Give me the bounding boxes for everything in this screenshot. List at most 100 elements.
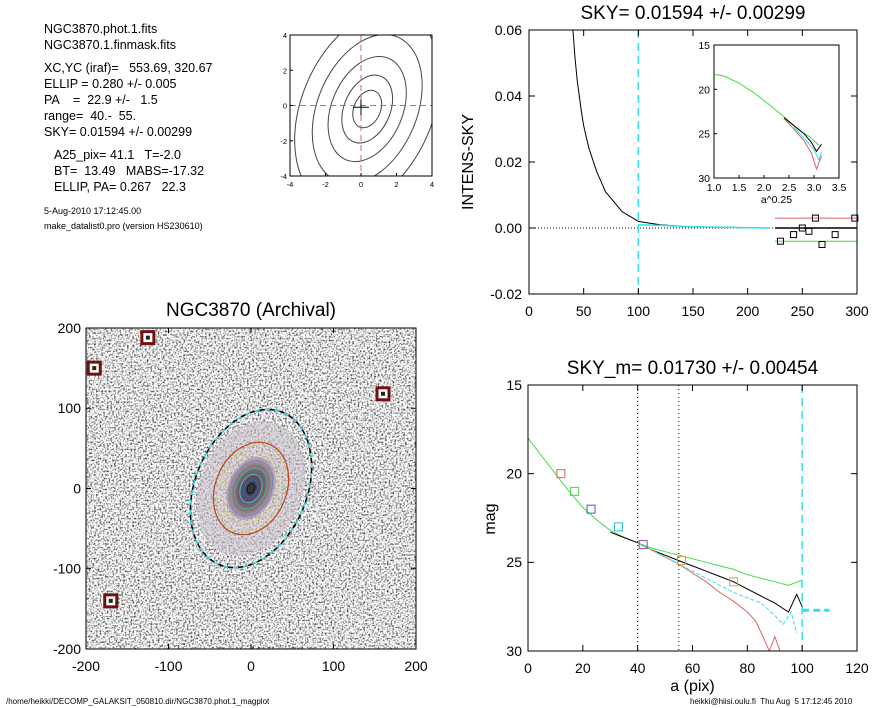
info-line-7: A25_pix= 41.1 T=-2.0 [54, 148, 181, 162]
mag-x-tick-label-6: 120 [845, 660, 869, 676]
inset-series-3 [793, 127, 822, 162]
galaxy-title: NGC3870 (Archival) [166, 300, 336, 321]
mag-y-ytick-label-3: 30 [506, 643, 522, 659]
masked-star-core-2 [381, 391, 385, 396]
inset-series-0 [713, 73, 820, 146]
inset-ytick-label-2: 25 [698, 129, 710, 141]
mag-profile-xlabel: a (pix) [670, 678, 714, 695]
center-ytick-label-3: 2 [283, 66, 287, 75]
inset-ytick-label-0: 15 [698, 40, 710, 52]
inset-xtick-label-2: 2.0 [757, 182, 772, 194]
sky-square-6 [831, 231, 839, 239]
info-line-5: range= 40.- 55. [44, 109, 137, 123]
info-date: 5-Aug-2010 17:12:45.00 [44, 206, 142, 216]
mag-profile-ylabel: mag [482, 503, 499, 534]
center-contour-3 [311, 35, 423, 176]
center-contour-4 [294, 35, 432, 176]
sky-x-tick-label-3: 150 [681, 303, 705, 319]
info-line-6: SKY= 0.01594 +/- 0.00299 [44, 125, 193, 139]
inset-xtick-label-0: 1.0 [707, 182, 722, 194]
masked-star-core-1 [145, 335, 150, 340]
inset-series-2 [783, 118, 822, 171]
galaxy-y-ytick-label-4: 200 [58, 320, 82, 336]
center-contour-1 [341, 74, 394, 144]
mag-series-2 [637, 542, 781, 651]
galaxy-x-tick-label-4: 200 [404, 658, 428, 674]
galaxy-contour-6 [246, 483, 256, 494]
sky-y-ytick-label-1: 0.00 [495, 220, 522, 236]
sky-profile-ylabel: INTENS-SKY [460, 114, 477, 210]
inset-series-1 [783, 117, 822, 153]
galaxy-contour-4 [239, 473, 263, 504]
inset-axes [713, 44, 840, 179]
sky-y-ytick-label-2: 0.02 [495, 154, 522, 170]
inset-xlabel: a^0.25 [761, 194, 792, 206]
center-contour-group [294, 35, 432, 176]
inset-ytick-label-3: 30 [698, 173, 710, 185]
sky-x-tick-label-1: 50 [576, 303, 592, 319]
mag-y-ytick-label-2: 25 [506, 554, 522, 570]
galaxy-contour-3 [234, 467, 268, 510]
center-contour-2 [327, 55, 407, 163]
center-contour-0 [352, 89, 383, 129]
center-xtick-label-4: 4 [430, 180, 434, 189]
mag-profile-title: SKY_m= 0.01730 +/- 0.00454 [567, 358, 819, 379]
mag-y-ytick-label-0: 15 [506, 377, 522, 393]
mag-x-tick-label-2: 40 [630, 660, 646, 676]
mag-square-6 [729, 577, 739, 587]
galaxy-body [226, 456, 276, 521]
inset-xtick-label-3: 2.5 [782, 182, 797, 194]
mag-square-1 [570, 486, 580, 496]
center-xtick-label-1: -2 [322, 180, 329, 189]
center-ytick-label-2: 0 [283, 102, 287, 111]
sky-x-tick-label-6: 300 [845, 303, 869, 319]
center-xtick-label-3: 2 [394, 180, 398, 189]
galaxy-y-ytick-label-0: -200 [53, 641, 81, 657]
sky-y-ytick-label-0: -0.02 [490, 286, 522, 302]
sky-x-tick-label-5: 250 [791, 303, 815, 319]
galaxy-contour-5 [243, 479, 259, 498]
masked-star-core-3 [108, 598, 113, 603]
sky-square-4 [811, 214, 819, 222]
center-xtick-label-2: 0 [359, 180, 363, 189]
mag-x-tick-label-0: 0 [524, 660, 532, 676]
sky-x-tick-label-4: 200 [736, 303, 760, 319]
info-line-3: ELLIP = 0.280 +/- 0.005 [44, 77, 177, 91]
sky-square-5 [818, 241, 826, 248]
info-line-1: NGC3870.1.finmask.fits [44, 38, 176, 52]
galaxy-image-group [86, 328, 416, 649]
inset-xtick-label-1: 1.5 [732, 182, 747, 194]
mag-square-5 [677, 556, 687, 566]
center-contour-lines [294, 35, 432, 176]
galaxy-y-ytick-label-2: 0 [73, 480, 81, 496]
info-line-8: BT= 13.49 MABS=-17.32 [54, 164, 205, 178]
info-line-4: PA = 22.9 +/- 1.5 [44, 93, 158, 107]
galaxy-contour-2 [228, 460, 274, 517]
center-ytick-label-0: -4 [280, 172, 287, 181]
galaxy-y-ytick-label-1: -100 [53, 561, 81, 577]
center-ytick-label-4: 4 [283, 31, 287, 40]
galaxy-y-ytick-label-3: 100 [58, 400, 82, 416]
inset-xtick-label-5: 3.5 [832, 182, 847, 194]
galaxy-fit-ellipse-cyan [189, 408, 313, 569]
galaxy-inner-ellipse [212, 441, 290, 536]
sky-square-3 [805, 227, 813, 235]
info-line-0: NGC3870.phot.1.fits [44, 22, 158, 36]
galaxy-x-tick-label-3: 100 [322, 658, 346, 674]
mag-x-tick-label-4: 80 [740, 660, 756, 676]
mag-x-tick-label-3: 60 [685, 660, 701, 676]
mag-square-4 [638, 540, 648, 550]
footer-user: heikki@hiisi.oulu.fi Thu Aug 5 17:12:45 … [690, 697, 853, 706]
mag-series-3 [637, 542, 798, 634]
info-line-2: XC,YC (iraf)= 553.69, 320.67 [44, 61, 213, 75]
masked-star-core-0 [92, 366, 97, 371]
inset-xtick-label-4: 3.0 [807, 182, 822, 194]
sky-y-ytick-label-4: 0.06 [495, 22, 522, 38]
galaxy-x-tick-label-1: -100 [154, 658, 182, 674]
sky-square-0 [776, 237, 784, 245]
inset-ytick-label-1: 20 [698, 84, 710, 96]
center-ytick-label-1: -2 [280, 137, 287, 146]
sky-x-tick-label-2: 100 [627, 303, 651, 319]
galaxy-x-tick-label-2: 0 [247, 658, 255, 674]
